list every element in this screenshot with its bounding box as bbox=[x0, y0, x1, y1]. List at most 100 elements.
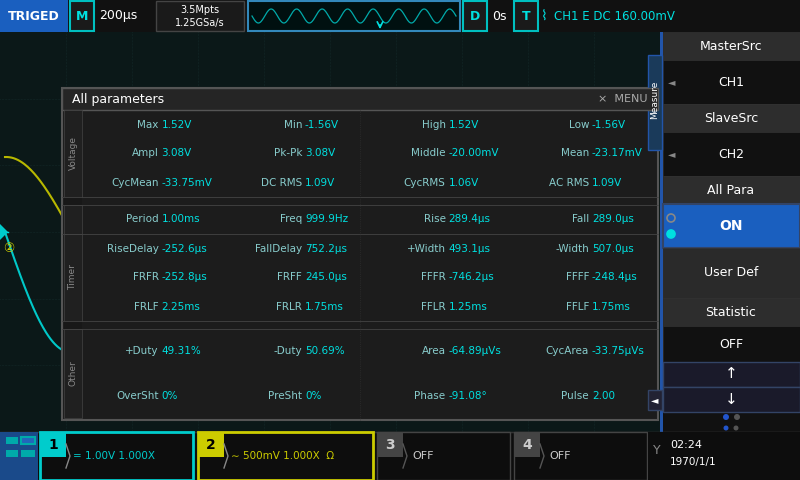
Text: OFF: OFF bbox=[549, 451, 570, 461]
Polygon shape bbox=[0, 224, 8, 240]
Text: 1.75ms: 1.75ms bbox=[592, 301, 631, 312]
Text: RiseDelay: RiseDelay bbox=[106, 243, 158, 253]
Text: 245.0μs: 245.0μs bbox=[305, 273, 347, 283]
Bar bbox=[663, 326, 800, 362]
Text: -64.89μVs: -64.89μVs bbox=[449, 346, 502, 356]
Text: Middle: Middle bbox=[411, 148, 446, 158]
Text: -1.56V: -1.56V bbox=[592, 120, 626, 130]
Text: FFLF: FFLF bbox=[566, 301, 589, 312]
Text: -252.8μs: -252.8μs bbox=[162, 273, 207, 283]
Bar bbox=[663, 176, 800, 204]
Text: -1.56V: -1.56V bbox=[305, 120, 339, 130]
Bar bbox=[70, 1, 94, 31]
Text: 200μs: 200μs bbox=[99, 10, 138, 23]
Text: Other: Other bbox=[69, 360, 78, 386]
Text: Pulse: Pulse bbox=[562, 391, 589, 401]
Text: -252.6μs: -252.6μs bbox=[162, 243, 207, 253]
Text: 2: 2 bbox=[206, 438, 216, 452]
Text: T: T bbox=[522, 10, 530, 23]
Text: OFF: OFF bbox=[719, 337, 743, 350]
Text: 1.25ms: 1.25ms bbox=[449, 301, 487, 312]
Text: 3.5Mpts: 3.5Mpts bbox=[181, 5, 219, 15]
Bar bbox=[64, 321, 82, 329]
Bar bbox=[648, 55, 662, 150]
Text: Y: Y bbox=[653, 444, 661, 457]
Text: 1.75ms: 1.75ms bbox=[305, 301, 344, 312]
Text: CycRMS: CycRMS bbox=[404, 178, 446, 188]
Text: 1.00ms: 1.00ms bbox=[162, 215, 200, 225]
Text: 2.00: 2.00 bbox=[592, 391, 615, 401]
Circle shape bbox=[723, 425, 729, 431]
Bar bbox=[62, 88, 658, 420]
Text: Mean: Mean bbox=[561, 148, 589, 158]
Text: Voltage: Voltage bbox=[69, 136, 78, 170]
Text: Max: Max bbox=[138, 120, 158, 130]
Bar bbox=[648, 432, 800, 480]
Text: Statistic: Statistic bbox=[706, 305, 757, 319]
Bar bbox=[377, 432, 403, 457]
Text: 02:24: 02:24 bbox=[670, 440, 702, 450]
Text: Ampl: Ampl bbox=[132, 148, 158, 158]
Text: Area: Area bbox=[422, 346, 446, 356]
Text: 752.2μs: 752.2μs bbox=[305, 243, 347, 253]
Text: FRFR: FRFR bbox=[133, 273, 158, 283]
Bar bbox=[0, 32, 660, 432]
Text: CH2: CH2 bbox=[718, 147, 744, 160]
Bar bbox=[64, 205, 82, 234]
Text: CH1 E DC 160.00mV: CH1 E DC 160.00mV bbox=[554, 10, 675, 23]
Text: High: High bbox=[422, 120, 446, 130]
Text: OFF: OFF bbox=[412, 451, 434, 461]
Bar bbox=[663, 387, 800, 412]
Text: 0s: 0s bbox=[492, 10, 506, 23]
Text: 493.1μs: 493.1μs bbox=[449, 243, 490, 253]
Bar bbox=[64, 197, 82, 205]
Text: 0%: 0% bbox=[162, 391, 178, 401]
Text: SlaveSrc: SlaveSrc bbox=[704, 111, 758, 124]
Text: Phase: Phase bbox=[414, 391, 446, 401]
Text: FFLR: FFLR bbox=[421, 301, 446, 312]
Bar bbox=[0, 432, 38, 480]
Bar bbox=[156, 1, 244, 31]
Bar bbox=[248, 1, 460, 31]
Text: Measure: Measure bbox=[650, 81, 659, 119]
Text: AC RMS: AC RMS bbox=[549, 178, 589, 188]
Circle shape bbox=[734, 425, 738, 431]
Text: ∼ 500mV 1.000X  Ω: ∼ 500mV 1.000X Ω bbox=[231, 451, 334, 461]
Bar bbox=[663, 132, 800, 176]
Bar bbox=[377, 432, 510, 480]
Text: Timer: Timer bbox=[69, 264, 78, 290]
Bar bbox=[648, 390, 662, 410]
Text: 289.4μs: 289.4μs bbox=[449, 215, 490, 225]
Bar bbox=[198, 432, 224, 457]
Text: 289.0μs: 289.0μs bbox=[592, 215, 634, 225]
Bar bbox=[198, 432, 373, 480]
Text: = 1.00V 1.000X: = 1.00V 1.000X bbox=[73, 451, 155, 461]
Text: Pk-Pk: Pk-Pk bbox=[274, 148, 302, 158]
Text: Rise: Rise bbox=[424, 215, 446, 225]
Bar bbox=[0, 0, 800, 32]
Text: M: M bbox=[76, 10, 88, 23]
Text: ◄: ◄ bbox=[651, 395, 658, 405]
Bar bbox=[64, 329, 82, 418]
Text: -248.4μs: -248.4μs bbox=[592, 273, 638, 283]
Text: ×  MENU: × MENU bbox=[598, 94, 647, 104]
Text: -23.17mV: -23.17mV bbox=[592, 148, 643, 158]
Text: D: D bbox=[470, 10, 480, 23]
Text: CycArea: CycArea bbox=[546, 346, 589, 356]
Text: DC RMS: DC RMS bbox=[261, 178, 302, 188]
Text: ◄: ◄ bbox=[668, 149, 675, 159]
Text: CH1: CH1 bbox=[718, 75, 744, 88]
Bar bbox=[40, 432, 193, 480]
Text: ↑: ↑ bbox=[725, 367, 738, 382]
Text: 3: 3 bbox=[385, 438, 395, 452]
Bar bbox=[514, 432, 647, 480]
Text: OverSht: OverSht bbox=[116, 391, 158, 401]
Text: 1.06V: 1.06V bbox=[449, 178, 478, 188]
Text: +Width: +Width bbox=[406, 243, 446, 253]
Text: Freq: Freq bbox=[280, 215, 302, 225]
Text: 1.52V: 1.52V bbox=[449, 120, 479, 130]
Bar bbox=[663, 204, 800, 248]
Text: -Duty: -Duty bbox=[274, 346, 302, 356]
Bar bbox=[0, 0, 68, 32]
Text: -91.08°: -91.08° bbox=[449, 391, 487, 401]
